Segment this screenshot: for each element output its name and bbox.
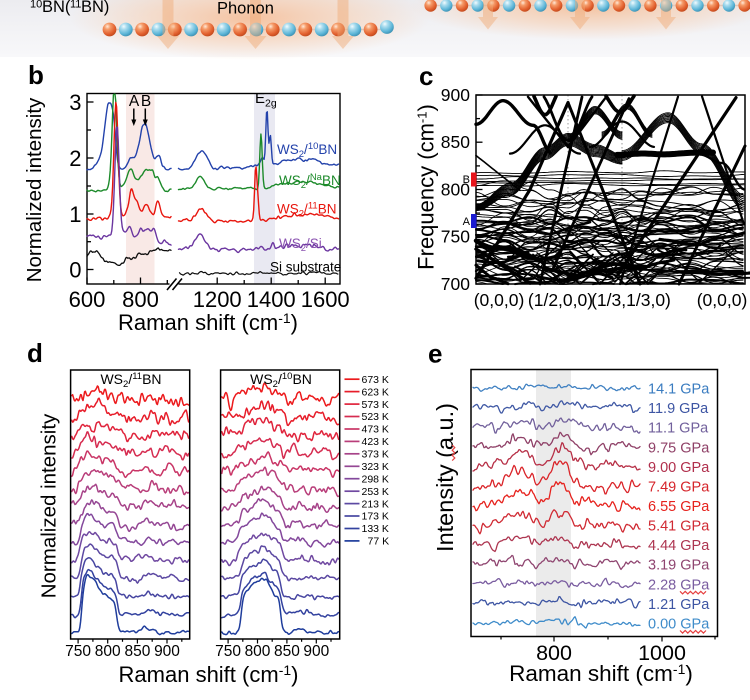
svg-text:850: 850 <box>441 132 470 152</box>
svg-text:(1/3,1/3,0): (1/3,1/3,0) <box>591 290 671 310</box>
svg-text:5.41 GPa: 5.41 GPa <box>648 519 710 535</box>
svg-text:750: 750 <box>215 643 241 660</box>
svg-text:2: 2 <box>69 146 81 171</box>
svg-text:6.55 GPa: 6.55 GPa <box>648 499 710 515</box>
svg-text:Frequency (cm-1): Frequency (cm-1) <box>414 104 439 270</box>
svg-text:A: A <box>129 93 140 110</box>
svg-text:c: c <box>419 61 433 91</box>
svg-text:BN(: BN( <box>42 0 71 16</box>
svg-text:900: 900 <box>154 643 180 660</box>
svg-text:423 K: 423 K <box>362 436 389 448</box>
svg-text:253 K: 253 K <box>362 486 389 498</box>
svg-text:A: A <box>463 216 471 228</box>
svg-text:(0,0,0): (0,0,0) <box>474 290 525 310</box>
svg-text:WS2/11BN: WS2/11BN <box>277 201 336 220</box>
svg-text:0.00 GPa: 0.00 GPa <box>648 616 710 632</box>
svg-text:14.1 GPa: 14.1 GPa <box>648 382 710 398</box>
svg-text:B: B <box>141 93 151 110</box>
svg-text:623 K: 623 K <box>362 386 389 398</box>
svg-text:750: 750 <box>441 227 470 247</box>
svg-text:213 K: 213 K <box>362 498 389 510</box>
svg-text:173 K: 173 K <box>362 511 389 523</box>
svg-text:d: d <box>27 338 43 368</box>
svg-text:473 K: 473 K <box>362 424 389 436</box>
svg-text:2.28 GPa: 2.28 GPa <box>648 577 710 593</box>
svg-text:Si substrate: Si substrate <box>270 260 341 275</box>
svg-text:11.9 GPa: 11.9 GPa <box>648 401 709 417</box>
svg-text:1.21 GPa: 1.21 GPa <box>648 597 710 613</box>
svg-text:Normalized intensity: Normalized intensity <box>23 97 46 282</box>
svg-text:523 K: 523 K <box>362 411 389 423</box>
svg-text:1000: 1000 <box>638 641 686 665</box>
svg-text:WS2/10BN: WS2/10BN <box>277 141 337 160</box>
svg-text:BN): BN) <box>81 0 109 16</box>
svg-text:77 K: 77 K <box>368 536 390 548</box>
svg-text:800: 800 <box>245 643 271 660</box>
svg-text:Raman shift (cm-1): Raman shift (cm-1) <box>118 310 298 335</box>
svg-text:WS2/NaBN: WS2/NaBN <box>279 172 341 191</box>
svg-text:Phonon: Phonon <box>217 0 274 18</box>
svg-text:900: 900 <box>441 85 470 105</box>
svg-text:(1/2,0,0): (1/2,0,0) <box>528 290 593 310</box>
svg-text:600: 600 <box>69 287 106 312</box>
svg-text:(0,0,0): (0,0,0) <box>697 290 748 310</box>
svg-text:573 K: 573 K <box>362 399 389 411</box>
svg-text:WS2/10BN: WS2/10BN <box>250 371 312 390</box>
svg-text:800: 800 <box>122 287 159 312</box>
svg-text:0: 0 <box>69 258 81 283</box>
svg-text:1200: 1200 <box>193 287 242 312</box>
svg-text:4.44 GPa: 4.44 GPa <box>648 538 710 554</box>
svg-text:700: 700 <box>441 274 470 294</box>
svg-text:133 K: 133 K <box>362 523 389 535</box>
svg-text:750: 750 <box>65 643 91 660</box>
svg-text:11.1 GPa: 11.1 GPa <box>648 421 709 437</box>
svg-text:298 K: 298 K <box>362 473 389 485</box>
svg-text:900: 900 <box>303 643 329 660</box>
svg-text:B: B <box>463 174 470 186</box>
svg-text:10: 10 <box>30 0 42 11</box>
svg-text:b: b <box>28 60 44 90</box>
svg-text:800: 800 <box>441 179 470 199</box>
svg-text:e: e <box>428 339 442 369</box>
svg-text:Raman shift (cm-1): Raman shift (cm-1) <box>509 661 693 686</box>
svg-text:7.49 GPa: 7.49 GPa <box>648 479 710 495</box>
svg-text:WS2/11BN: WS2/11BN <box>100 371 161 390</box>
svg-text:850: 850 <box>274 643 300 660</box>
svg-text:1600: 1600 <box>301 287 350 312</box>
svg-text:1: 1 <box>69 202 81 227</box>
svg-text:800: 800 <box>95 643 121 660</box>
svg-text:WS2/Si: WS2/Si <box>279 236 322 254</box>
svg-text:323 K: 323 K <box>362 461 389 473</box>
svg-text:Normalized intensity: Normalized intensity <box>38 413 61 598</box>
svg-text:Raman shift (cm-1): Raman shift (cm-1) <box>119 662 299 687</box>
svg-text:9.00 GPa: 9.00 GPa <box>648 460 710 476</box>
svg-text:9.75 GPa: 9.75 GPa <box>648 440 710 456</box>
svg-text:3.19 GPa: 3.19 GPa <box>648 558 710 574</box>
svg-text:850: 850 <box>124 643 150 660</box>
svg-text:800: 800 <box>536 641 572 665</box>
svg-text:3: 3 <box>69 90 81 115</box>
svg-text:Intensity (a.u.): Intensity (a.u.) <box>432 403 458 552</box>
svg-text:11: 11 <box>70 0 81 11</box>
svg-text:673 K: 673 K <box>362 374 389 386</box>
svg-text:373 K: 373 K <box>362 449 389 461</box>
svg-text:1400: 1400 <box>247 287 296 312</box>
